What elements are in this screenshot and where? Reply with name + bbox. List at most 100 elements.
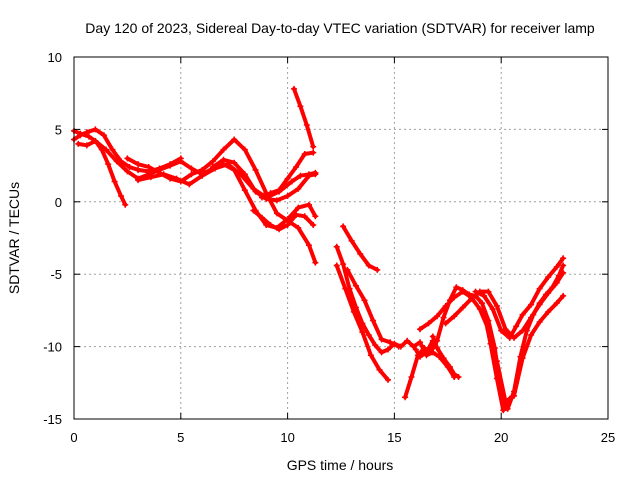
data-point bbox=[387, 339, 394, 346]
series-line bbox=[292, 86, 316, 149]
data-point bbox=[528, 332, 535, 339]
data-point bbox=[519, 327, 526, 334]
data-point bbox=[92, 126, 99, 133]
data-point bbox=[103, 146, 110, 153]
data-point bbox=[425, 320, 432, 327]
series-line bbox=[72, 128, 128, 207]
series-track-19 bbox=[429, 333, 462, 381]
data-point bbox=[350, 308, 357, 315]
data-point bbox=[378, 349, 385, 356]
data-point bbox=[459, 288, 466, 295]
data-point bbox=[348, 237, 355, 244]
data-point bbox=[412, 346, 419, 353]
data-point bbox=[451, 371, 458, 378]
data-point bbox=[333, 243, 340, 250]
data-point bbox=[434, 313, 441, 320]
data-point bbox=[476, 305, 483, 312]
data-point bbox=[310, 221, 317, 228]
data-point bbox=[258, 194, 265, 201]
data-point bbox=[295, 204, 302, 211]
series-track-20 bbox=[412, 337, 436, 360]
data-point bbox=[545, 308, 552, 315]
data-point bbox=[135, 166, 142, 173]
data-point bbox=[220, 146, 227, 153]
data-point bbox=[126, 164, 133, 171]
data-point bbox=[241, 187, 248, 194]
data-point bbox=[528, 314, 535, 321]
data-point bbox=[312, 213, 319, 220]
data-point bbox=[468, 295, 475, 302]
data-point bbox=[384, 376, 391, 383]
data-point bbox=[384, 346, 391, 353]
data-point bbox=[442, 303, 449, 310]
data-point bbox=[209, 158, 216, 165]
data-point bbox=[83, 142, 90, 149]
y-tick-label: 10 bbox=[48, 50, 62, 65]
data-point bbox=[395, 343, 402, 350]
x-tick-label: 10 bbox=[280, 430, 294, 445]
chart-title: Day 120 of 2023, Sidereal Day-to-day VTE… bbox=[85, 20, 595, 36]
data-point bbox=[487, 340, 494, 347]
data-point bbox=[536, 285, 543, 292]
data-point bbox=[135, 161, 142, 168]
data-point bbox=[402, 394, 409, 401]
data-point bbox=[220, 156, 227, 163]
data-point bbox=[500, 407, 507, 414]
data-point bbox=[199, 172, 206, 179]
data-point bbox=[100, 132, 107, 139]
data-point bbox=[511, 392, 518, 399]
data-point bbox=[145, 164, 152, 171]
data-point bbox=[502, 326, 509, 333]
data-point bbox=[459, 304, 466, 311]
data-point bbox=[267, 221, 274, 228]
data-point bbox=[498, 327, 505, 334]
data-point bbox=[231, 136, 238, 143]
data-point bbox=[372, 342, 379, 349]
data-point bbox=[417, 326, 424, 333]
series-line bbox=[413, 338, 435, 359]
y-tick-label: 5 bbox=[55, 122, 62, 137]
data-point bbox=[365, 332, 372, 339]
data-point bbox=[267, 190, 274, 197]
data-point bbox=[75, 140, 82, 147]
y-tick-label: -5 bbox=[50, 267, 62, 282]
data-point bbox=[293, 211, 300, 218]
data-point bbox=[241, 146, 248, 153]
data-point bbox=[560, 262, 567, 269]
data-point bbox=[160, 171, 167, 178]
data-point bbox=[167, 162, 174, 169]
data-point bbox=[455, 374, 462, 381]
data-point bbox=[451, 294, 458, 301]
data-point bbox=[303, 122, 310, 129]
data-point bbox=[451, 313, 458, 320]
data-point bbox=[560, 269, 567, 276]
data-point bbox=[560, 292, 567, 299]
data-point bbox=[342, 285, 349, 292]
data-point bbox=[109, 146, 116, 153]
data-point bbox=[310, 149, 317, 156]
y-axis-label: SDTVAR / TECUs bbox=[6, 182, 22, 294]
data-point bbox=[297, 103, 304, 110]
data-point bbox=[536, 301, 543, 308]
data-point bbox=[440, 314, 447, 321]
data-point bbox=[429, 337, 436, 344]
data-point bbox=[105, 161, 112, 168]
data-point bbox=[288, 178, 295, 185]
data-point bbox=[85, 133, 92, 140]
data-point bbox=[284, 175, 291, 182]
data-point bbox=[92, 137, 99, 144]
data-point bbox=[291, 85, 298, 92]
data-point bbox=[472, 288, 479, 295]
data-point bbox=[417, 353, 424, 360]
data-point bbox=[352, 282, 359, 289]
series-track-9 bbox=[250, 207, 317, 233]
data-point bbox=[513, 323, 520, 330]
data-point bbox=[357, 250, 364, 257]
data-point bbox=[528, 301, 535, 308]
data-point bbox=[536, 318, 543, 325]
data-point bbox=[188, 171, 195, 178]
data-point bbox=[273, 210, 280, 217]
gridlines bbox=[74, 57, 608, 419]
data-point bbox=[481, 292, 488, 299]
data-point bbox=[408, 374, 415, 381]
